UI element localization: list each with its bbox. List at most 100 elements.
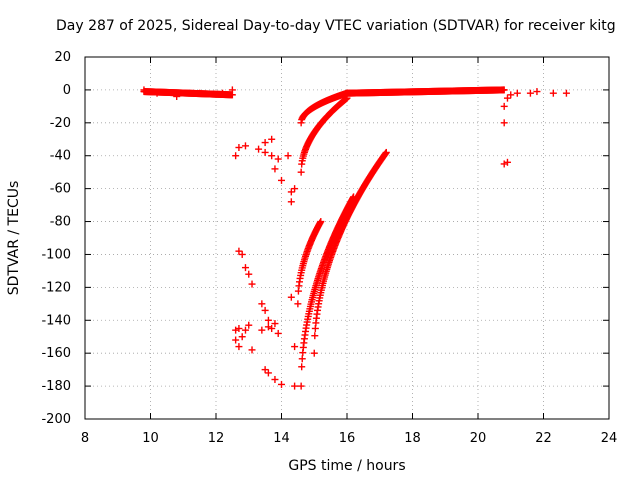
- y-tick-label: -20: [50, 116, 71, 131]
- data-point: [271, 320, 279, 328]
- data-point: [140, 86, 148, 94]
- data-point: [298, 355, 306, 363]
- data-point: [264, 316, 272, 324]
- y-tick-label: 0: [63, 83, 71, 98]
- data-point: [500, 102, 508, 110]
- data-point: [248, 346, 256, 354]
- data-point: [232, 326, 240, 334]
- x-tick-label: 16: [339, 431, 356, 446]
- data-point: [274, 329, 282, 337]
- data-point: [173, 92, 181, 100]
- y-tick-label: -120: [41, 280, 71, 295]
- data-point: [264, 323, 272, 331]
- data-point: [526, 89, 534, 97]
- data-point: [264, 369, 272, 377]
- data-point: [507, 91, 515, 99]
- data-point: [238, 250, 246, 258]
- data-point: [297, 168, 305, 176]
- data-point: [503, 94, 511, 102]
- data-point: [291, 185, 299, 193]
- data-point: [235, 325, 243, 332]
- axis-ticks: 8 10 12 14 16 18 20 22 24 20 0 -20 -40 -60 -80 -100 -120…: [41, 50, 617, 446]
- y-tick-label: -40: [50, 149, 71, 164]
- x-axis-label: GPS time / hours: [288, 458, 405, 474]
- data-point: [235, 343, 243, 351]
- data-point: [258, 326, 266, 334]
- data-point: [284, 152, 292, 160]
- x-tick-label: 12: [208, 431, 225, 446]
- data-point: [235, 144, 243, 151]
- data-point: [235, 247, 243, 255]
- data-point: [382, 148, 390, 156]
- x-tick-label: 14: [273, 431, 290, 446]
- y-tick-label: -180: [41, 379, 71, 394]
- data-point: [503, 158, 511, 166]
- data-point: [268, 325, 276, 332]
- data-point: [271, 165, 279, 173]
- data-point: [278, 380, 285, 388]
- data-point: [500, 86, 508, 94]
- x-tick-label: 20: [470, 431, 487, 446]
- data-point: [153, 89, 161, 97]
- data-point: [343, 94, 351, 102]
- data-point: [291, 382, 299, 390]
- data-point: [317, 218, 325, 226]
- x-tick-label: 18: [404, 431, 421, 446]
- y-tick-label: -100: [41, 247, 71, 262]
- data-point: [261, 148, 269, 156]
- data-point: [245, 270, 253, 278]
- data-point: [297, 382, 305, 390]
- data-point: [287, 293, 295, 301]
- data-point: [255, 145, 263, 153]
- y-tick-label: -200: [41, 412, 71, 427]
- data-point: [291, 343, 299, 351]
- data-point: [310, 349, 318, 357]
- y-tick-label: -140: [41, 313, 71, 328]
- data-point: [268, 152, 276, 160]
- data-point: [294, 300, 302, 308]
- chart-title: Day 287 of 2025, Sidereal Day-to-day VTE…: [56, 18, 616, 34]
- y-tick-label: -60: [50, 182, 71, 197]
- data-point: [274, 155, 282, 163]
- data-point: [245, 321, 253, 329]
- grid: [85, 57, 609, 419]
- plot-frame: [84, 56, 610, 420]
- x-tick-label: 24: [601, 431, 618, 446]
- data-point: [268, 135, 276, 143]
- data-point: [248, 280, 256, 288]
- data-point: [287, 198, 295, 206]
- data-point: [228, 86, 236, 94]
- x-tick-label: 22: [535, 431, 552, 446]
- y-axis-label: SDTVAR / TECUs: [6, 181, 22, 296]
- data-point: [271, 376, 279, 384]
- data-point: [196, 89, 204, 97]
- data-point: [298, 363, 306, 371]
- data-point: [241, 142, 249, 150]
- y-tick-label: -80: [50, 215, 71, 230]
- data-point: [278, 176, 285, 184]
- data-point: [500, 160, 508, 168]
- data-point: [562, 89, 570, 97]
- data-point: [533, 88, 541, 96]
- data-point: [287, 188, 295, 196]
- data-points: [140, 86, 570, 390]
- data-point: [261, 139, 269, 147]
- data-point: [549, 89, 557, 97]
- data-point: [232, 152, 240, 160]
- data-point: [238, 333, 246, 341]
- data-point: [261, 306, 269, 314]
- data-point: [261, 366, 269, 374]
- data-point: [241, 326, 249, 334]
- data-point: [311, 332, 319, 340]
- data-point: [219, 89, 227, 97]
- data-point: [258, 300, 266, 308]
- data-point: [500, 119, 508, 127]
- x-tick-label: 8: [81, 431, 89, 446]
- data-point: [232, 336, 240, 344]
- x-tick-label: 10: [142, 431, 159, 446]
- y-tick-label: -160: [41, 346, 71, 361]
- data-point: [513, 89, 521, 97]
- data-point: [241, 264, 249, 272]
- y-tick-label: 20: [54, 50, 71, 65]
